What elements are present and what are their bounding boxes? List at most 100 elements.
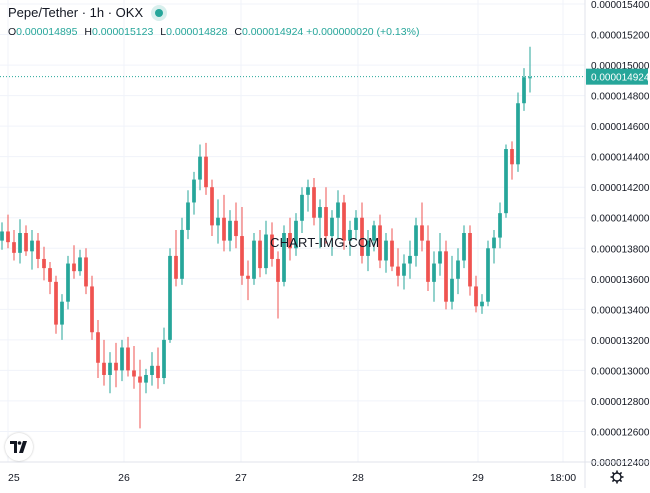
- x-tick-label: 26: [118, 472, 130, 484]
- candle-down: [132, 370, 136, 377]
- y-tick-label: 0.000015400: [591, 0, 650, 11]
- candle-up: [18, 233, 22, 253]
- candle-up: [294, 220, 298, 249]
- candle-down: [114, 362, 118, 371]
- candle-down: [258, 240, 262, 269]
- x-tick-label: 28: [352, 472, 364, 484]
- candle-down: [12, 242, 16, 253]
- candle-down: [378, 225, 382, 261]
- candle-up: [456, 260, 460, 279]
- candle-up: [306, 187, 310, 195]
- candle-up: [516, 103, 520, 165]
- candle-up: [504, 149, 508, 214]
- candle-down: [210, 187, 214, 226]
- candle-up: [198, 156, 202, 180]
- candle-down: [24, 233, 28, 252]
- ohlc-low-value: 0.000014828: [166, 26, 228, 38]
- candle-up: [30, 240, 34, 252]
- candle-down: [360, 217, 364, 256]
- candle-up: [372, 225, 376, 241]
- y-tick-label: 0.000014600: [591, 122, 650, 133]
- last-price-label: 0.000014924: [591, 73, 650, 84]
- y-tick-label: 0.000012600: [591, 427, 650, 438]
- candle-up: [0, 231, 4, 241]
- candle-up: [318, 207, 322, 218]
- y-tick-label: 0.000013200: [591, 336, 650, 347]
- candle-up: [486, 248, 490, 302]
- candle-down: [420, 225, 424, 241]
- candle-down: [222, 217, 226, 241]
- candle-down: [72, 263, 76, 272]
- candle-down: [126, 347, 130, 371]
- x-tick-label: 25: [8, 472, 20, 484]
- ohlc-low-key: L: [160, 26, 167, 38]
- y-tick-label: 0.000015200: [591, 31, 650, 42]
- candle-down: [6, 231, 10, 243]
- candle-up: [78, 257, 82, 272]
- candle-down: [246, 275, 250, 279]
- candle-down: [276, 258, 280, 282]
- candle-up: [60, 301, 64, 325]
- candle-down: [102, 362, 106, 375]
- candle-down: [156, 365, 160, 379]
- grid: [0, 0, 585, 463]
- candle-up: [282, 233, 286, 282]
- candle-up: [408, 255, 412, 264]
- y-tick-label: 0.000013600: [591, 275, 650, 286]
- candle-down: [84, 257, 88, 287]
- candle-down: [234, 220, 238, 237]
- ohlc-open-key: O: [8, 26, 17, 38]
- x-tick-label: 29: [472, 472, 484, 484]
- candle-up: [366, 240, 370, 256]
- candle-down: [96, 332, 100, 363]
- candle-up: [180, 229, 184, 279]
- candle-up: [252, 240, 256, 279]
- candle-down: [342, 202, 346, 241]
- y-tick-label: 0.000013800: [591, 244, 650, 255]
- candle-up: [432, 263, 436, 282]
- ohlc-close-value: 0.000014924 +0.000000020 (+0.13%): [241, 26, 420, 38]
- candle-down: [324, 207, 328, 237]
- ohlc-legend: O0.000014895 H0.000015123 L0.000014828 C…: [8, 26, 423, 38]
- candle-up: [384, 240, 388, 261]
- candle-up: [492, 237, 496, 249]
- x-tick-label: 27: [235, 472, 247, 484]
- candle-down: [444, 251, 448, 302]
- y-tick-label: 0.000013400: [591, 305, 650, 316]
- candle-down: [288, 233, 292, 249]
- candle-up: [108, 362, 112, 375]
- candle-up: [120, 347, 124, 371]
- candle-down: [270, 234, 274, 259]
- candle-down: [36, 240, 40, 259]
- candle-down: [48, 268, 52, 282]
- candle-up: [228, 220, 232, 241]
- candle-up: [300, 194, 304, 221]
- candle-down: [42, 258, 46, 269]
- candle-down: [474, 286, 478, 307]
- y-tick-label: 0.000014200: [591, 183, 650, 194]
- candle-up: [186, 202, 190, 230]
- candle-up: [192, 179, 196, 203]
- candle-down: [204, 156, 208, 188]
- candle-up: [438, 251, 442, 264]
- ohlc-high-key: H: [84, 26, 93, 38]
- candle-down: [138, 376, 142, 383]
- candle-down: [240, 236, 244, 276]
- ohlc-open-value: 0.000014895: [16, 26, 78, 38]
- candle-up: [144, 374, 148, 383]
- symbol-title[interactable]: Pepe/Tether · 1h · OKX: [8, 5, 144, 20]
- y-tick-label: 0.000012400: [591, 458, 650, 469]
- candle-down: [426, 240, 430, 282]
- candle-up: [402, 263, 406, 276]
- tradingview-logo-icon[interactable]: [5, 433, 33, 461]
- candle-down: [54, 281, 58, 325]
- market-status-icon: [155, 8, 164, 17]
- gear-icon[interactable]: [610, 470, 624, 484]
- candle-up: [498, 213, 502, 238]
- y-tick-label: 0.000013000: [591, 366, 650, 377]
- last-price-label-bg: [586, 68, 648, 85]
- x-tick-label: 18:00: [550, 472, 576, 484]
